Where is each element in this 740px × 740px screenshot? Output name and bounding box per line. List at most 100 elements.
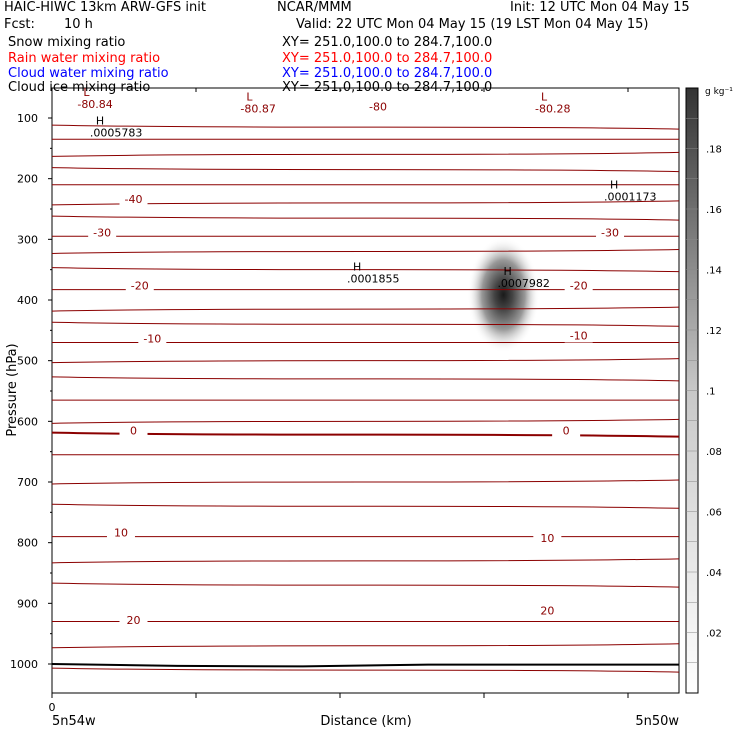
x-right-label: 5n50w	[635, 714, 679, 729]
high-marker: H	[353, 261, 361, 274]
y-axis-label: Pressure (hPa)	[5, 343, 20, 436]
plot-frame	[51, 87, 680, 694]
contour-label-background	[564, 329, 593, 343]
isotherm-line	[52, 248, 679, 254]
low-value-label: -80.84	[77, 98, 112, 111]
field-xy-snow: XY= 251.0,100.0 to 284.7,100.0	[282, 35, 493, 50]
y-tick-label: 100	[17, 112, 38, 125]
high-value-label: .0005783	[90, 126, 143, 139]
contour-label-background	[125, 279, 154, 293]
colorbar-tick-label: .14	[706, 266, 722, 277]
contour-label-background	[88, 226, 117, 240]
isotherm-line	[52, 124, 679, 130]
isotherm-line	[52, 358, 679, 364]
contour-label-background	[106, 526, 135, 540]
colorbar-tick-label: .18	[706, 145, 722, 156]
isotherm-label: 20	[540, 604, 554, 617]
contour-label-background	[119, 192, 148, 206]
contour-label-background	[364, 100, 393, 114]
init-time: Init: 12 UTC Mon 04 May 15	[510, 0, 690, 15]
y-tick-label: 900	[17, 597, 38, 610]
isotherm-label: -80	[369, 101, 387, 114]
low-marker: L	[246, 91, 253, 104]
colorbar-tick-label: .1	[706, 387, 716, 398]
colorbar-tick-label: .08	[706, 447, 722, 458]
high-marker: H	[610, 179, 618, 192]
org-label: NCAR/MMM	[277, 0, 352, 15]
contour-label-background	[119, 424, 148, 438]
low-value-label: -80.87	[240, 103, 275, 116]
isotherm-line	[52, 376, 679, 382]
isotherm-label: 10	[114, 527, 128, 540]
contour-label-background	[552, 424, 581, 438]
isotherm-label: -40	[125, 193, 143, 206]
field-name-snow: Snow mixing ratio	[8, 35, 126, 50]
contour-label-background	[533, 604, 562, 618]
isotherm-label: 20	[127, 614, 141, 627]
forecast-hour: 10 h	[64, 17, 93, 32]
isotherm-line	[52, 215, 679, 221]
forecast-label: Fcst:	[4, 17, 35, 32]
low-value-label: -80.28	[535, 103, 570, 116]
isotherm-label: -10	[143, 332, 161, 345]
x-left-label: 5n54w	[52, 714, 96, 729]
isotherm-label: -20	[131, 280, 149, 293]
x-axis-label: Distance (km)	[320, 714, 411, 729]
colorbar-tick-label: .06	[706, 508, 722, 519]
isotherm-label: 0	[563, 425, 570, 438]
ice-maximum-shading	[467, 236, 540, 353]
isotherm-line	[52, 479, 679, 485]
isotherm-label: 10	[540, 532, 554, 545]
isotherm-line	[52, 643, 679, 649]
isotherm-line	[52, 267, 679, 273]
isotherm-label: -30	[601, 226, 619, 239]
surface-line	[52, 663, 679, 668]
y-tick-label: 700	[17, 476, 38, 489]
field-xy-rain: XY= 251.0,100.0 to 284.7,100.0	[282, 51, 493, 66]
chart-title: HAIC-HIWC 13km ARW-GFS init	[4, 0, 206, 15]
isotherm-label: -10	[570, 329, 588, 342]
y-tick-label: 800	[17, 537, 38, 550]
high-marker: H	[96, 114, 104, 127]
contour-label-background	[564, 279, 593, 293]
colorbar-tick-label: .16	[706, 205, 722, 216]
high-value-label: .0001173	[604, 191, 657, 204]
high-value-label: .0007982	[497, 277, 550, 290]
colorbar-tick-label: .04	[706, 568, 722, 579]
contour-label-background	[119, 613, 148, 627]
isotherm-line	[52, 503, 679, 509]
y-tick-label: 600	[17, 415, 38, 428]
y-tick-label: 400	[17, 294, 38, 307]
field-name-cloud-water: Cloud water mixing ratio	[8, 66, 169, 81]
isotherm-label: 0	[130, 425, 137, 438]
colorbar-tick-label: .02	[706, 629, 722, 640]
isotherm-line	[52, 321, 679, 327]
isotherm-label: -30	[93, 226, 111, 239]
y-tick-label: 300	[17, 233, 38, 246]
colorbar-unit-label: g kg⁻¹	[705, 87, 733, 97]
isotherm-line	[52, 306, 679, 312]
isotherm-line	[52, 167, 679, 173]
isotherm-line	[52, 667, 679, 673]
valid-time: Valid: 22 UTC Mon 04 May 15 (19 LST Mon …	[296, 17, 649, 32]
contour-label-background	[138, 332, 167, 346]
field-xy-cloud-water: XY= 251.0,100.0 to 284.7,100.0	[282, 66, 493, 81]
contour-label-background	[533, 532, 562, 546]
isotherm-label: -20	[570, 280, 588, 293]
contour-label-background	[596, 226, 625, 240]
y-tick-label: 200	[17, 173, 38, 186]
low-marker: L	[83, 86, 90, 99]
high-marker: H	[503, 265, 511, 278]
isotherm-line	[52, 558, 679, 564]
y-tick-label: 1000	[10, 658, 38, 671]
isotherm-line	[52, 582, 679, 588]
field-name-rain: Rain water mixing ratio	[8, 51, 161, 66]
x-tick-label-0: 0	[49, 701, 56, 714]
high-value-label: .0001855	[347, 273, 400, 286]
low-marker: L	[541, 91, 548, 104]
isotherm-line	[52, 418, 679, 424]
y-tick-label: 500	[17, 355, 38, 368]
colorbar-tick-label: .12	[706, 326, 722, 337]
isotherm-line	[52, 151, 679, 157]
